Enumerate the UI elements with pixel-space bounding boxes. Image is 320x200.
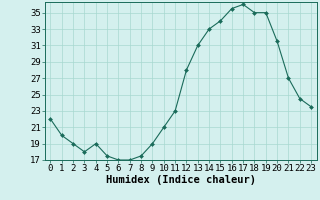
X-axis label: Humidex (Indice chaleur): Humidex (Indice chaleur) [106, 175, 256, 185]
